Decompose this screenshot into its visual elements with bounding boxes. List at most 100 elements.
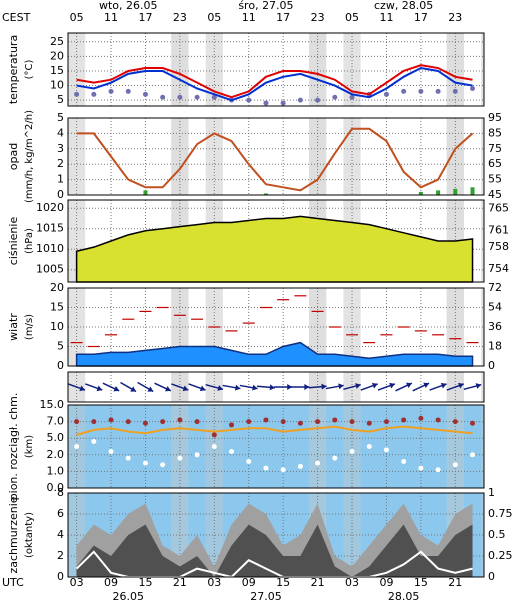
point [91, 419, 97, 425]
arrow-head [475, 383, 482, 389]
series-area [75, 341, 474, 367]
point [401, 458, 407, 464]
bottom-tick-label: 15 [138, 576, 152, 589]
wind-arrow [85, 383, 103, 392]
arrow-head [234, 384, 241, 391]
point [125, 455, 131, 461]
point [315, 460, 321, 466]
panel-title: pion. rozciągł. chm. [7, 393, 20, 501]
y2-tick-label: 0.75 [488, 507, 513, 520]
point [229, 448, 235, 454]
point [383, 419, 389, 425]
bottom-date: 27.05 [250, 590, 282, 603]
top-tick-label: 17 [414, 11, 428, 24]
point [383, 91, 389, 97]
point [280, 100, 286, 106]
panel-frame [67, 404, 485, 489]
series-area [76, 503, 473, 577]
point [263, 417, 269, 423]
top-tick-label: 05 [70, 11, 84, 24]
panel-frame [67, 117, 485, 196]
y-tick-label: 0.0 [47, 481, 65, 494]
point [452, 88, 458, 94]
point [108, 88, 114, 94]
point [263, 100, 269, 106]
y2-tick-label: 45 [488, 188, 502, 201]
arrow-head [338, 383, 344, 390]
wind-arrow [205, 383, 224, 391]
panel-frame [67, 287, 485, 367]
point [401, 88, 407, 94]
point [142, 420, 148, 426]
point [280, 419, 286, 425]
panel-unit: (°C) [24, 60, 35, 80]
arrow-head [79, 385, 86, 392]
wind-arrow [429, 382, 447, 391]
wind-arrow [308, 383, 327, 390]
top-tick-label: 23 [311, 11, 325, 24]
point [177, 94, 183, 100]
night-band [343, 118, 361, 195]
y2-tick-label: 1 [488, 486, 495, 499]
y2-tick-label: 754 [488, 262, 509, 275]
wind-arrow [256, 384, 275, 391]
point [211, 444, 217, 449]
top-tick-label: 23 [448, 11, 462, 24]
bottom-axis-label: UTC [2, 576, 24, 589]
wind-arrow [67, 383, 86, 392]
wind-arrow [222, 384, 241, 391]
point [142, 91, 148, 97]
bar [470, 187, 475, 195]
y-tick-label: 0 [57, 570, 64, 583]
y-tick-label: 2.0 [47, 448, 65, 461]
point [315, 97, 321, 103]
y2-tick-label: 54 [488, 301, 502, 314]
arrow-head [371, 382, 378, 389]
wind-arrow [412, 382, 430, 392]
night-band [171, 118, 189, 195]
top-axis-label: CEST [2, 11, 31, 24]
arrow-head [182, 385, 189, 392]
panel-bg [68, 405, 484, 488]
bottom-date: 28.05 [388, 590, 420, 603]
bar [143, 190, 148, 195]
y2-tick-label: 65 [488, 157, 502, 170]
bottom-tick-label: 03 [70, 576, 84, 589]
y-tick-label: 10 [50, 320, 64, 333]
y-tick-label: 15 [50, 301, 64, 314]
wind-arrow [343, 383, 361, 391]
bottom-date: 26.05 [112, 590, 144, 603]
wind-arrow [360, 382, 378, 391]
point [91, 91, 97, 97]
night-band [68, 118, 86, 195]
point [108, 448, 114, 454]
point [383, 447, 389, 453]
point [366, 420, 372, 426]
bottom-tick-label: 15 [414, 576, 428, 589]
point [160, 419, 166, 425]
point [246, 458, 252, 464]
point [315, 419, 321, 425]
bottom-tick-label: 09 [104, 576, 118, 589]
night-band [205, 118, 223, 195]
wind-arrow [291, 384, 310, 390]
arrow-head [440, 382, 447, 389]
point [211, 94, 217, 100]
arrow-head [96, 385, 103, 392]
wind-arrow [274, 384, 293, 390]
point [332, 94, 338, 100]
arrow-head [304, 384, 310, 390]
point [470, 420, 476, 426]
top-tick-label: 11 [379, 11, 393, 24]
y-tick-label: 6 [57, 507, 64, 520]
y-tick-label: 10 [50, 79, 64, 92]
point [74, 444, 80, 449]
series-area [76, 524, 473, 577]
night-band [343, 405, 361, 488]
arrow-head [355, 383, 361, 389]
arrow-head [165, 385, 171, 392]
y-tick-label: 0 [57, 359, 64, 372]
panel-frame [67, 371, 485, 403]
point [91, 439, 97, 445]
